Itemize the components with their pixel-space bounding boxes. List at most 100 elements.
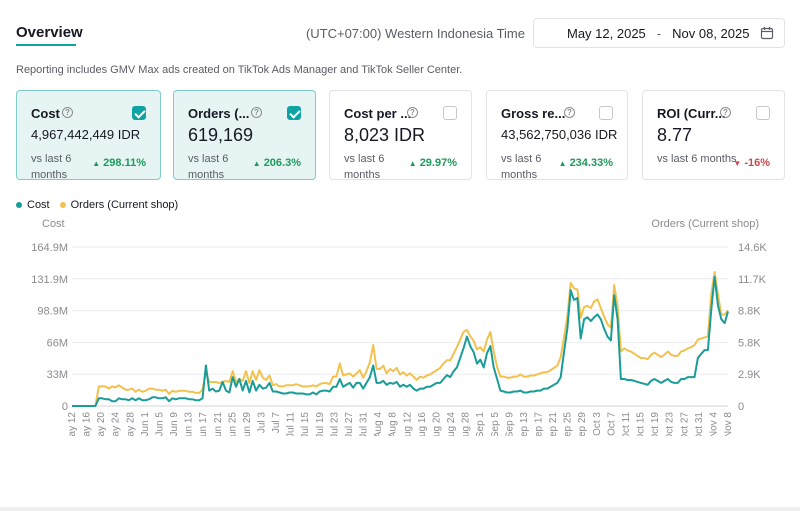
x-tick-label: Jul 3 bbox=[257, 412, 268, 434]
y-left-tick-label: 66M bbox=[47, 337, 68, 349]
x-tick-label: Oct 19 bbox=[650, 412, 661, 436]
x-tick-label: Oct 11 bbox=[621, 412, 632, 436]
y-left-tick-label: 98.9M bbox=[37, 306, 68, 318]
x-tick-label: Aug 4 bbox=[373, 412, 384, 436]
x-tick-label: Jul 27 bbox=[344, 412, 355, 436]
metric-change: ▲ 298.11% bbox=[92, 157, 146, 169]
date-range-picker[interactable]: May 12, 2025 - Nov 08, 2025 bbox=[533, 18, 785, 48]
metric-change: ▲ 206.3% bbox=[252, 157, 301, 169]
metric-compare: vs last 6 months bbox=[31, 153, 72, 181]
x-tick-label: Aug 20 bbox=[431, 412, 442, 436]
x-tick-label: Jul 7 bbox=[271, 412, 282, 434]
metric-compare: vs last 6 months bbox=[657, 153, 737, 165]
chart-legend: Cost Orders (Current shop) bbox=[16, 199, 188, 211]
metric-value: 4,967,442,449 IDR bbox=[31, 127, 141, 142]
legend-label: Orders (Current shop) bbox=[70, 199, 179, 211]
y-right-tick-label: 5.8K bbox=[738, 337, 761, 349]
x-tick-label: Sep 1 bbox=[475, 412, 486, 436]
line-chart[interactable]: 0 0 33M 2.9K 66M 5.8K 98.9M 8.8K 131.9M 11.7K 164.… bbox=[0, 236, 800, 436]
metric-card-cost-per-order[interactable]: Cost per ... ? 8,023 IDR vs last 6 month… bbox=[329, 90, 472, 181]
x-tick-label: Jun 13 bbox=[184, 412, 195, 436]
x-tick-label: Jun 9 bbox=[169, 412, 180, 436]
metric-checkbox[interactable] bbox=[287, 106, 301, 120]
legend-dot-icon bbox=[59, 202, 66, 208]
x-tick-label: Jun 5 bbox=[154, 412, 165, 436]
metric-compare: vs last 6 months bbox=[344, 153, 385, 181]
x-tick-label: Oct 23 bbox=[665, 412, 676, 436]
x-tick-label: Sep 9 bbox=[504, 412, 515, 436]
y-right-tick-label: 8.8K bbox=[738, 306, 761, 318]
metric-change: ▼ -16% bbox=[733, 157, 770, 169]
metric-title: Cost per ... bbox=[344, 106, 412, 121]
x-tick-label: May 16 bbox=[82, 412, 93, 436]
y-axis-right-title: Orders (Current shop) bbox=[651, 218, 759, 230]
help-icon[interactable]: ? bbox=[407, 107, 418, 118]
x-tick-label: Sep 5 bbox=[490, 412, 501, 436]
help-icon[interactable]: ? bbox=[564, 107, 575, 118]
help-icon[interactable]: ? bbox=[720, 107, 731, 118]
x-tick-label: Aug 24 bbox=[446, 412, 457, 436]
metric-card-gross-revenue[interactable]: Gross re... ? 43,562,750,036 IDR vs last… bbox=[486, 90, 628, 181]
legend-item-cost[interactable]: Cost bbox=[16, 199, 50, 211]
x-tick-label: Jun 29 bbox=[242, 412, 253, 436]
up-arrow-icon: ▲ bbox=[252, 159, 261, 168]
timezone-label: (UTC+07:00) Western Indonesia Time bbox=[305, 26, 525, 41]
date-start[interactable]: May 12, 2025 bbox=[567, 25, 646, 41]
x-tick-label: May 12 bbox=[67, 412, 78, 436]
x-tick-label: Nov 4 bbox=[708, 412, 719, 436]
calendar-icon[interactable] bbox=[760, 26, 774, 40]
metric-value: 8,023 IDR bbox=[344, 125, 426, 145]
y-left-tick-label: 33M bbox=[47, 369, 68, 381]
up-arrow-icon: ▲ bbox=[558, 159, 567, 168]
x-tick-label: Sep 29 bbox=[577, 412, 588, 436]
metric-card-orders[interactable]: Orders (... ? 619,169 vs last 6 months ▲… bbox=[173, 90, 316, 181]
y-left-tick-label: 131.9M bbox=[31, 274, 68, 286]
x-tick-label: Sep 17 bbox=[533, 412, 544, 436]
metric-card-roi[interactable]: ROI (Curr... ? 8.77 vs last 6 months ▼ -1… bbox=[642, 90, 785, 180]
metric-value: 43,562,750,036 IDR bbox=[501, 127, 618, 142]
metric-checkbox[interactable] bbox=[132, 106, 146, 120]
metric-compare: vs last 6 months bbox=[501, 153, 542, 181]
up-arrow-icon: ▲ bbox=[92, 159, 101, 168]
metric-change: ▲ 29.97% bbox=[408, 157, 457, 169]
x-tick-label: Sep 25 bbox=[563, 412, 574, 436]
x-tick-label: May 24 bbox=[111, 412, 122, 436]
x-tick-label: Jul 31 bbox=[359, 412, 370, 436]
metric-title: Orders (... bbox=[188, 106, 250, 121]
help-icon[interactable]: ? bbox=[62, 107, 73, 118]
y-right-tick-label: 0 bbox=[738, 401, 744, 413]
x-tick-label: Jul 15 bbox=[300, 412, 311, 436]
x-tick-label: Jun 1 bbox=[140, 412, 151, 436]
x-tick-label: Jul 11 bbox=[286, 412, 297, 436]
y-left-tick-label: 164.9M bbox=[31, 242, 68, 254]
date-separator: - bbox=[656, 25, 662, 41]
x-tick-label: Oct 15 bbox=[636, 412, 647, 436]
active-tab-indicator bbox=[16, 44, 76, 46]
x-tick-label: Aug 12 bbox=[402, 412, 413, 436]
series-line-cost bbox=[72, 275, 729, 407]
date-end[interactable]: Nov 08, 2025 bbox=[672, 25, 750, 41]
metric-title: Gross re... bbox=[501, 106, 566, 121]
metric-checkbox[interactable] bbox=[443, 106, 457, 120]
x-tick-label: Jun 17 bbox=[198, 412, 209, 436]
metric-change: ▲ 234.33% bbox=[558, 157, 613, 169]
x-tick-label: May 28 bbox=[125, 412, 136, 436]
metric-card-cost[interactable]: Cost ? 4,967,442,449 IDR vs last 6 month… bbox=[16, 90, 161, 181]
y-right-tick-label: 11.7K bbox=[738, 274, 767, 286]
legend-item-orders[interactable]: Orders (Current shop) bbox=[59, 199, 179, 211]
x-tick-label: Jul 19 bbox=[315, 412, 326, 436]
metric-compare: vs last 6 months bbox=[188, 153, 229, 181]
metric-checkbox[interactable] bbox=[599, 106, 613, 120]
help-icon[interactable]: ? bbox=[251, 107, 262, 118]
x-tick-label: Aug 8 bbox=[388, 412, 399, 436]
overview-tab-label[interactable]: Overview bbox=[16, 24, 83, 41]
x-tick-label: Nov 8 bbox=[723, 412, 734, 436]
metric-title: Cost bbox=[31, 106, 60, 121]
metric-checkbox[interactable] bbox=[756, 106, 770, 120]
x-tick-label: Aug 16 bbox=[417, 412, 428, 436]
x-tick-label: Oct 3 bbox=[592, 412, 603, 436]
y-axis-left-title: Cost bbox=[42, 218, 65, 230]
up-arrow-icon: ▲ bbox=[408, 159, 417, 168]
y-right-tick-label: 14.6K bbox=[738, 242, 767, 254]
metric-value: 8.77 bbox=[657, 125, 693, 145]
